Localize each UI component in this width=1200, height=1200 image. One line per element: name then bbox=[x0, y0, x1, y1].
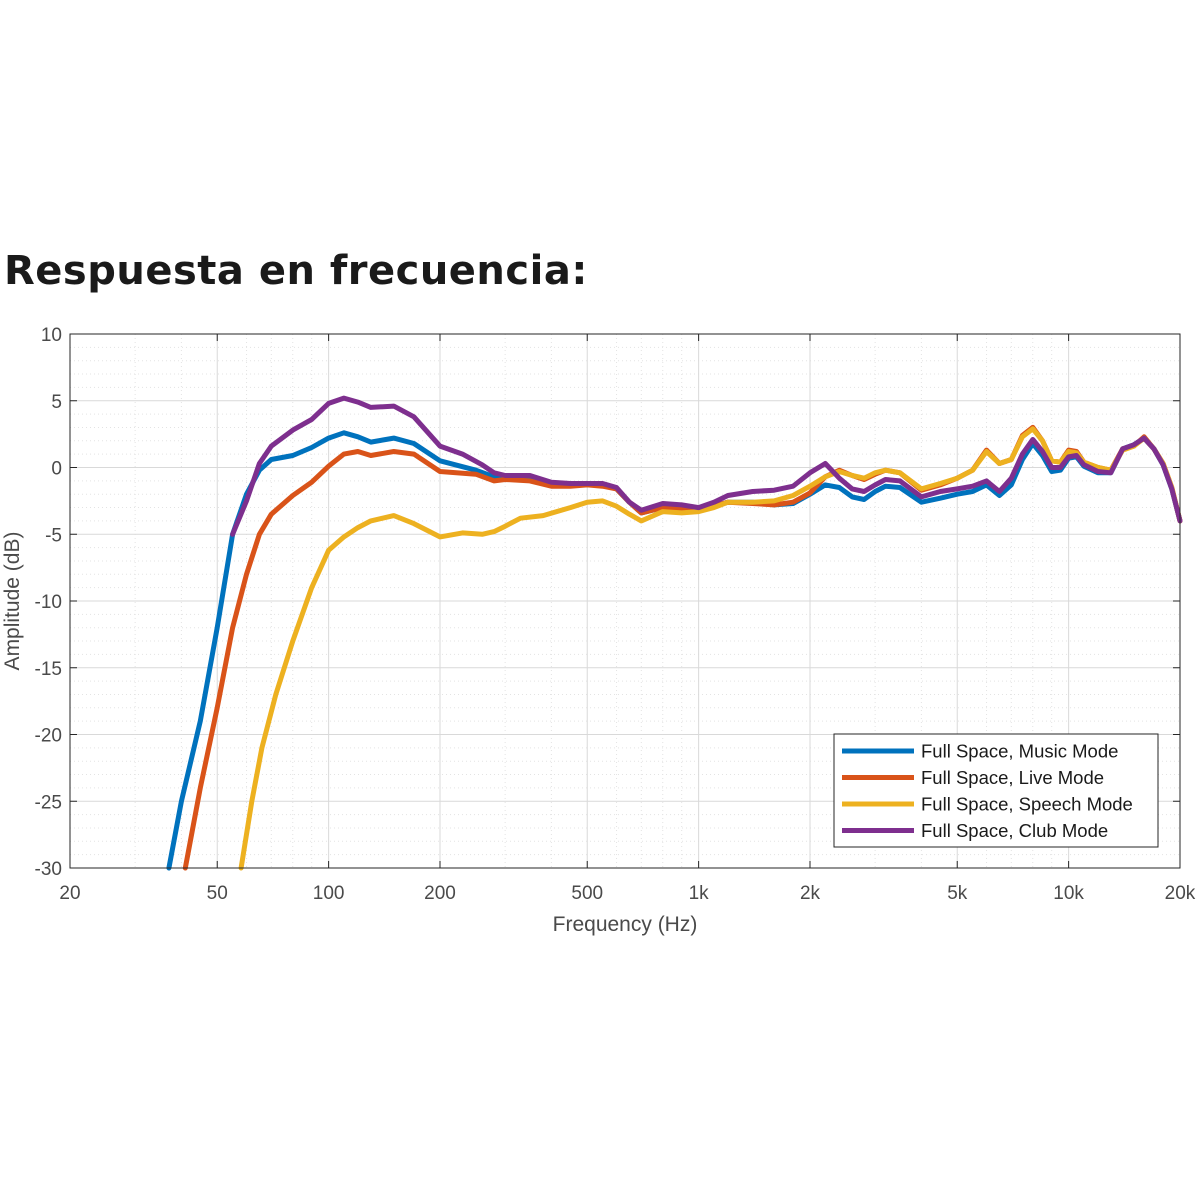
ticks-layer bbox=[69, 333, 1181, 869]
series-layer bbox=[166, 395, 1183, 871]
legend-label-2: Full Space, Live Mode bbox=[921, 767, 1104, 788]
legend-label-4: Full Space, Club Mode bbox=[921, 820, 1108, 841]
series-line-3 bbox=[238, 426, 1183, 871]
y-axis-label: Amplitude (dB) bbox=[1, 532, 24, 671]
x-tick-label: 1k bbox=[689, 883, 710, 904]
legend-label-3: Full Space, Speech Mode bbox=[921, 794, 1133, 815]
legend: Full Space, Music Mode Full Space, Live M… bbox=[833, 733, 1159, 848]
x-tick-label: 20 bbox=[59, 883, 80, 904]
x-axis-label: Frequency (Hz) bbox=[553, 913, 698, 936]
y-tick-label: -25 bbox=[35, 792, 62, 813]
y-tick-label: -20 bbox=[35, 726, 62, 747]
y-tick-label: 0 bbox=[51, 459, 62, 480]
y-tick-label: 5 bbox=[51, 392, 62, 413]
y-tick-label: 10 bbox=[41, 325, 62, 346]
y-tick-label: -15 bbox=[35, 659, 62, 680]
x-tick-label: 200 bbox=[424, 883, 456, 904]
y-tick-label: -5 bbox=[45, 525, 62, 546]
x-tick-label: 5k bbox=[947, 883, 968, 904]
x-tick-label: 500 bbox=[571, 883, 603, 904]
y-tick-label: -10 bbox=[35, 592, 62, 613]
x-tick-label: 50 bbox=[207, 883, 228, 904]
y-tick-label: -30 bbox=[35, 859, 62, 880]
y-tick-labels: 10 5 0 -5 -10 -15 -20 -25 -30 bbox=[35, 325, 62, 880]
x-tick-labels: 20 50 100 200 500 1k 2k 5k 10k 20k bbox=[59, 883, 1195, 904]
x-tick-label: 100 bbox=[313, 883, 345, 904]
series-line-4 bbox=[230, 395, 1183, 537]
x-tick-label: 10k bbox=[1053, 883, 1084, 904]
x-tick-label: 20k bbox=[1165, 883, 1196, 904]
page-title: Respuesta en frecuencia: bbox=[4, 248, 588, 294]
legend-label-1: Full Space, Music Mode bbox=[921, 741, 1118, 762]
x-tick-label: 2k bbox=[800, 883, 821, 904]
